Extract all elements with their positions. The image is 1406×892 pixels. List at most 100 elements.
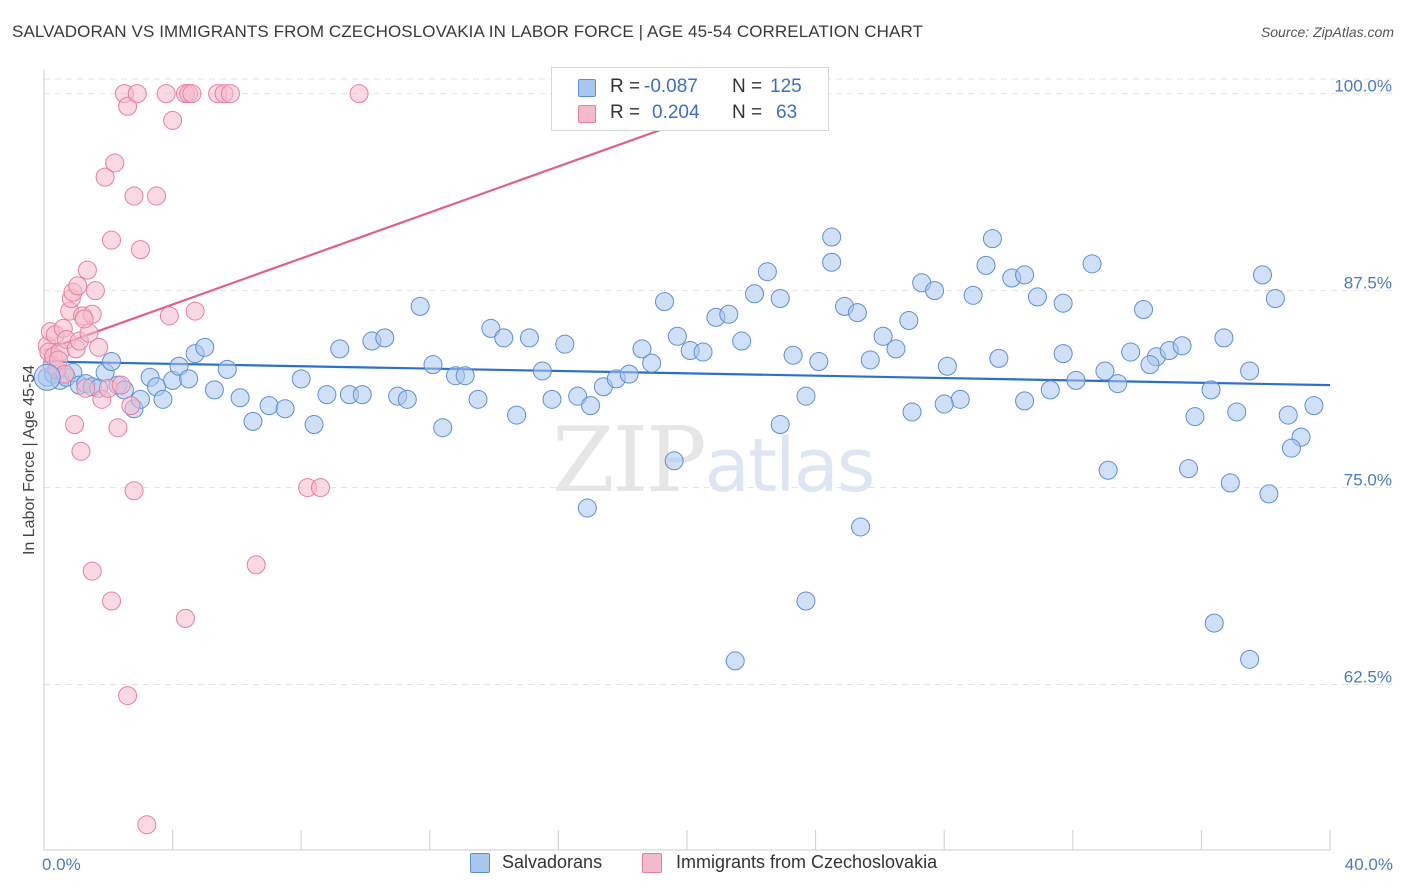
czechoslovakia-point: [95, 167, 115, 187]
salvadoran-point: [1185, 407, 1205, 427]
czechoslovakia-point: [147, 186, 167, 206]
czechoslovakia-point: [89, 337, 109, 357]
salvadoran-point: [982, 229, 1002, 249]
czechoslovakia-point: [82, 561, 102, 581]
czechoslovakia-point: [85, 281, 105, 301]
legend-n-label: N =: [732, 76, 763, 97]
salvadoran-point: [375, 328, 395, 348]
y-tick-label: 100.0%: [1334, 77, 1392, 96]
salvadoran-point: [179, 369, 199, 389]
salvadoran-point: [507, 405, 527, 425]
czechoslovakia-trend-line: [43, 119, 688, 352]
data-points: [33, 84, 1324, 835]
czechoslovakia-point: [182, 84, 202, 104]
czechoslovakia-point: [74, 309, 94, 329]
czechoslovakia-point: [65, 415, 85, 435]
legend-r-label: R =: [610, 76, 641, 97]
salvadoran-point: [243, 411, 263, 431]
salvadoran-point: [397, 389, 417, 409]
salvadoran-point: [822, 227, 842, 247]
legend-swatch-blue: [578, 79, 596, 97]
salvadoran-point: [1053, 293, 1073, 313]
salvadoran-point: [195, 337, 215, 357]
salvadoran-point: [291, 369, 311, 389]
salvadoran-point: [532, 361, 552, 381]
salvadoran-point: [259, 396, 279, 416]
salvadoran-point: [33, 363, 61, 391]
salvadoran-point: [796, 386, 816, 406]
salvadoran-point: [577, 498, 597, 518]
salvadoran-point: [757, 262, 777, 282]
salvadoran-point: [770, 288, 790, 308]
salvadoran-point: [169, 356, 189, 376]
salvadoran-point: [1227, 402, 1247, 422]
salvadoran-point: [1240, 649, 1260, 669]
salvadoran-point: [433, 418, 453, 438]
y-tick-label: 75.0%: [1344, 471, 1392, 490]
salvadoran-point: [860, 350, 880, 370]
salvadoran-point: [783, 345, 803, 365]
x-tick-label: 0.0%: [42, 855, 81, 874]
salvadoran-point: [1281, 438, 1301, 458]
salvadoran-point: [847, 303, 867, 323]
salvadoran-point: [851, 517, 871, 537]
salvadoran-point: [330, 339, 350, 359]
correlation-legend: R = -0.087 N = 125 R = 0.204 N = 63: [551, 67, 829, 131]
salvadoran-point: [886, 339, 906, 359]
czechoslovakia-point: [185, 301, 205, 321]
salvadoran-point: [1027, 287, 1047, 307]
salvadoran-point: [1140, 355, 1160, 375]
salvadoran-point: [1121, 342, 1141, 362]
salvadoran-point: [1015, 265, 1035, 285]
bottom-legend-label: Immigrants from Czechoslovakia: [676, 852, 938, 872]
czechoslovakia-point: [349, 84, 369, 104]
salvadoran-point: [1220, 473, 1240, 493]
czechoslovakia-point: [124, 481, 144, 501]
czechoslovakia-point: [111, 375, 131, 395]
salvadoran-point: [519, 328, 539, 348]
salvadoran-point: [494, 328, 514, 348]
salvadoran-point: [1172, 336, 1192, 356]
x-tick-label: 40.0%: [1345, 855, 1393, 874]
salvadoran-point: [275, 399, 295, 419]
legend-n-value: 63: [776, 102, 798, 123]
salvadoran-point: [468, 389, 488, 409]
salvadoran-point: [822, 252, 842, 272]
czechoslovakia-point: [175, 608, 195, 628]
bottom-legend-swatch-pink: [642, 853, 662, 873]
salvadoran-point: [1240, 361, 1260, 381]
salvadoran-point: [1201, 380, 1221, 400]
salvadoran-point: [693, 342, 713, 362]
bottom-legend-label: Salvadorans: [502, 852, 603, 872]
salvadoran-point: [873, 326, 893, 346]
czechoslovakia-point: [124, 186, 144, 206]
salvadoran-point: [1304, 396, 1324, 416]
y-tick-label: 62.5%: [1344, 668, 1392, 687]
salvadoran-point: [568, 386, 588, 406]
czechoslovakia-point: [246, 555, 266, 575]
legend-row-salvadorans: R = -0.087 N = 125: [552, 75, 828, 101]
salvadoran-point: [632, 339, 652, 359]
salvadoran-point: [963, 285, 983, 305]
czechoslovakia-point: [102, 230, 122, 250]
czechoslovakia-point: [71, 441, 91, 461]
salvadoran-point: [1259, 484, 1279, 504]
salvadoran-point: [1015, 391, 1035, 411]
salvadoran-point: [902, 402, 922, 422]
czechoslovakia-point: [137, 815, 157, 835]
salvadoran-point: [1040, 380, 1060, 400]
salvadoran-point: [1252, 265, 1272, 285]
salvadoran-point: [1082, 254, 1102, 274]
salvadoran-point: [642, 353, 662, 373]
salvadoran-point: [153, 389, 173, 409]
czechoslovakia-point: [108, 418, 128, 438]
salvadoran-point: [217, 359, 237, 379]
salvadoran-point: [1066, 370, 1086, 390]
salvadoran-point: [1134, 300, 1154, 320]
czechoslovakia-point: [77, 260, 97, 280]
watermark: ZIPatlas: [552, 408, 875, 513]
salvadoran-point: [555, 334, 575, 354]
salvadoran-point: [410, 296, 430, 316]
legend-r-value: 0.204: [652, 102, 700, 123]
salvadoran-point: [654, 292, 674, 312]
